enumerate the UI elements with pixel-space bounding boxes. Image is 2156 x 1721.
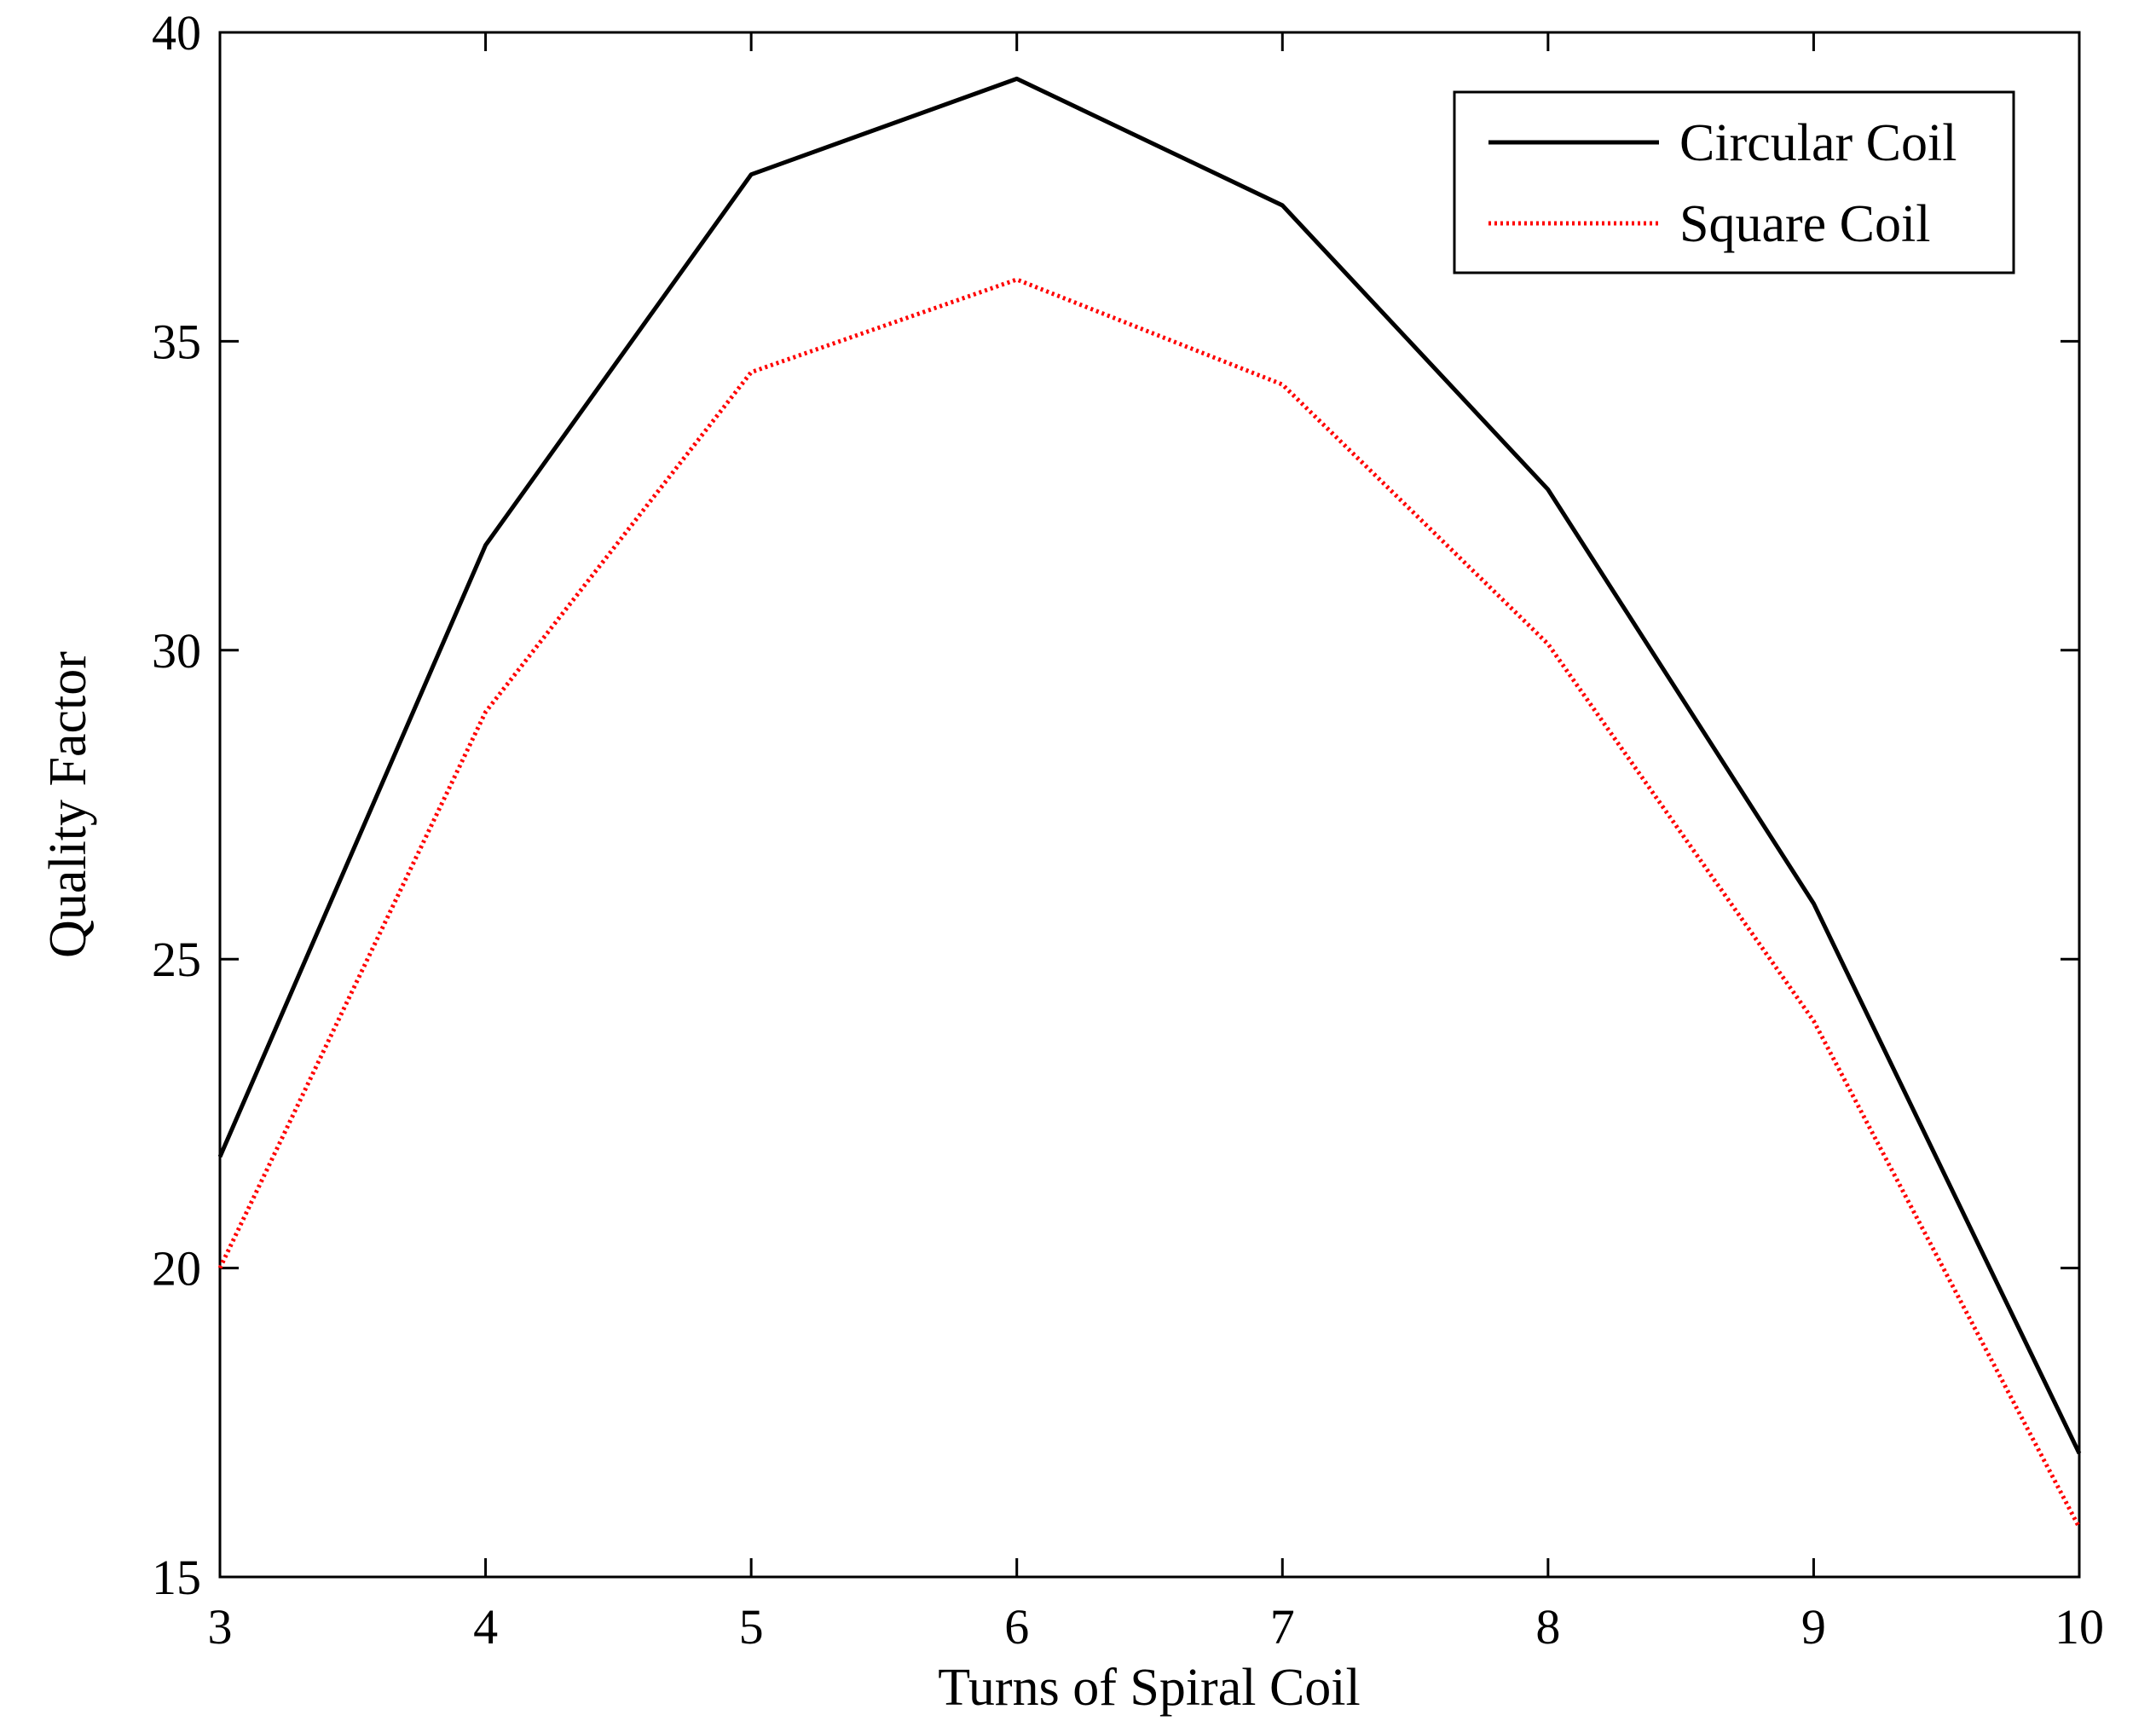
x-tick-label: 10 <box>2055 1599 2104 1655</box>
x-tick-label: 4 <box>473 1599 498 1655</box>
y-axis-title: Quality Factor <box>39 651 97 958</box>
legend-box <box>1453 90 2015 274</box>
legend: Circular Coil Square Coil <box>1453 90 2015 274</box>
y-tick-label: 15 <box>152 1550 201 1605</box>
legend-label-square: Square Coil <box>1679 195 1930 253</box>
axis-ticks: 3 4 5 6 7 8 9 10 15 20 25 30 35 40 <box>152 5 2104 1655</box>
x-axis-title: Turns of Spiral Coil <box>938 1659 1361 1717</box>
y-tick-label: 25 <box>152 932 201 987</box>
x-tick-label: 9 <box>1801 1599 1826 1655</box>
x-tick-label: 8 <box>1535 1599 1560 1655</box>
x-tick-label: 7 <box>1270 1599 1295 1655</box>
x-tick-label: 6 <box>1004 1599 1029 1655</box>
y-tick-label: 35 <box>152 314 201 369</box>
x-tick-label: 3 <box>208 1599 233 1655</box>
y-tick-label: 40 <box>152 5 201 61</box>
y-tick-label: 30 <box>152 623 201 679</box>
plot-frame <box>218 31 2081 1579</box>
series-line-square-coil <box>217 277 2082 1529</box>
y-tick-label: 20 <box>152 1241 201 1297</box>
series-layer <box>217 76 2082 1529</box>
legend-label-circular: Circular Coil <box>1679 114 1957 172</box>
series-line-circular-coil <box>217 76 2082 1455</box>
x-tick-label: 5 <box>739 1599 764 1655</box>
